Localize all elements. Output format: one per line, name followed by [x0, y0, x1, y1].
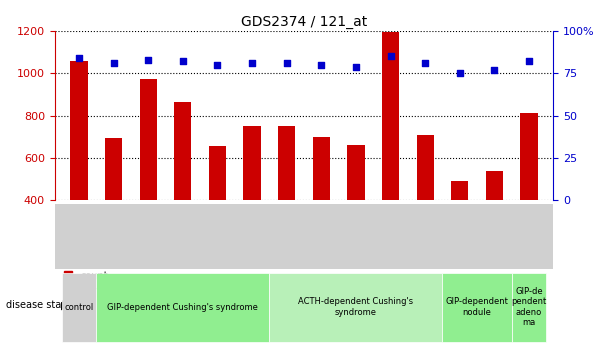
Point [316, 62, 326, 68]
Point [143, 57, 153, 62]
Bar [347, 145, 365, 200]
Bar [313, 137, 330, 200]
Bar [382, 32, 399, 200]
Point [109, 60, 119, 66]
Point [247, 60, 257, 66]
Point [385, 54, 395, 59]
Bar [243, 126, 261, 200]
Bar [71, 61, 88, 200]
Bar [174, 102, 192, 200]
Point [282, 60, 292, 66]
Point [351, 64, 361, 69]
Point [455, 71, 465, 76]
Text: ACTH-dependent Cushing's
syndrome: ACTH-dependent Cushing's syndrome [299, 297, 413, 317]
Point [420, 60, 430, 66]
Point [524, 59, 534, 64]
Bar [451, 181, 468, 200]
Bar [105, 138, 122, 200]
Bar [140, 79, 157, 200]
Text: GIP-de
pendent
adeno
ma: GIP-de pendent adeno ma [511, 287, 547, 327]
Point [178, 59, 188, 64]
Point [489, 67, 499, 73]
Legend: count, percentile rank within the sample: count, percentile rank within the sample [60, 267, 250, 300]
Text: GIP-dependent Cushing's syndrome: GIP-dependent Cushing's syndrome [108, 303, 258, 312]
Bar [486, 170, 503, 200]
Text: control: control [64, 303, 94, 312]
Text: disease state: disease state [6, 300, 71, 310]
Text: GIP-dependent
nodule: GIP-dependent nodule [446, 297, 508, 317]
Bar [209, 146, 226, 200]
Title: GDS2374 / 121_at: GDS2374 / 121_at [241, 14, 367, 29]
Bar [278, 126, 295, 200]
Point [74, 55, 84, 61]
Bar [416, 135, 434, 200]
Point [213, 62, 223, 68]
Bar [520, 114, 537, 200]
Text: ▶: ▶ [61, 300, 69, 310]
